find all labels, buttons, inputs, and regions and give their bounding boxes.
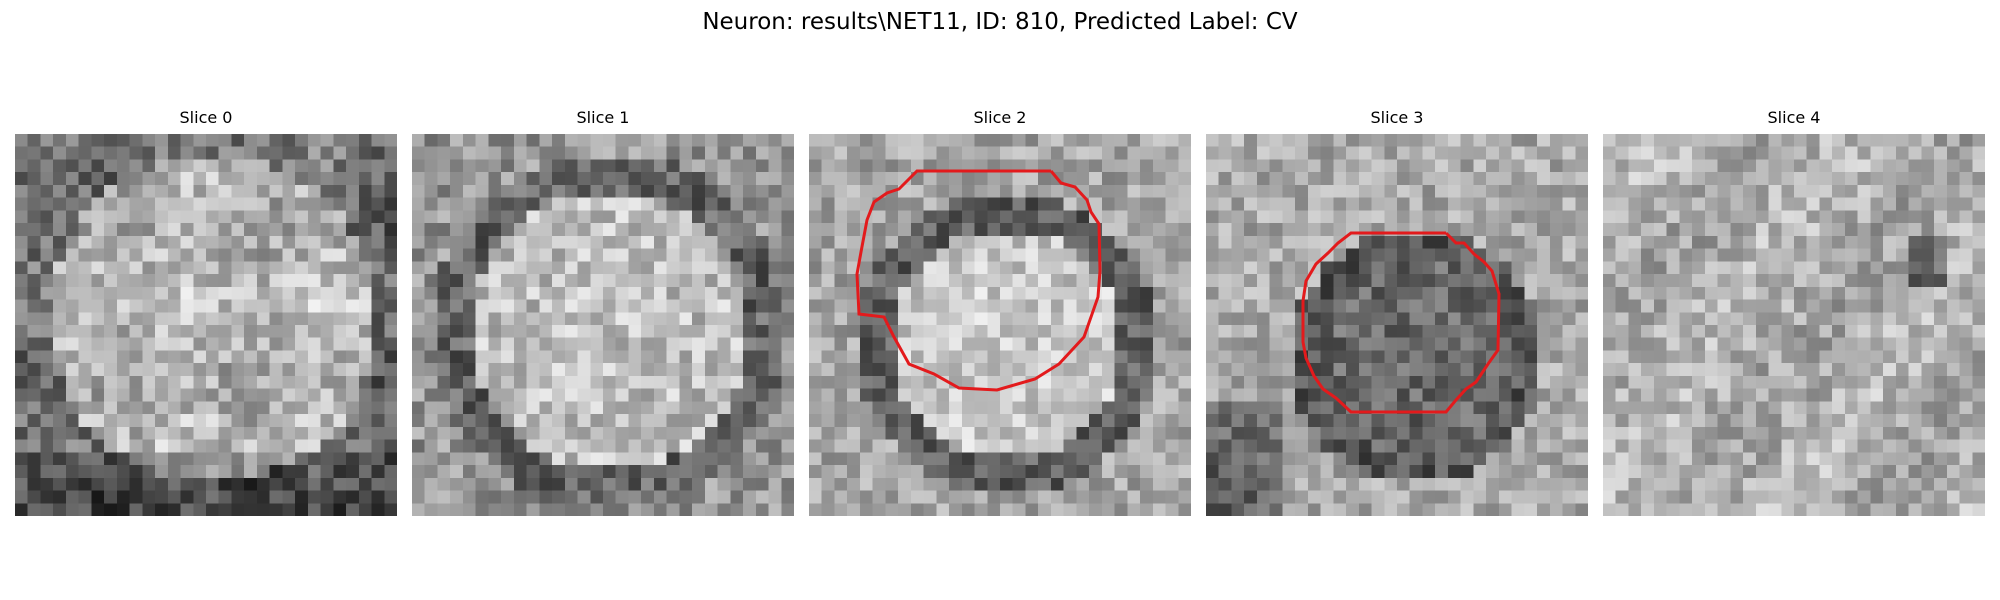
slice-title: Slice 0 xyxy=(179,108,233,127)
slice-title: Slice 1 xyxy=(576,108,630,127)
slice-pixels xyxy=(412,134,794,516)
slice-pixels xyxy=(15,134,397,516)
slice-pixels xyxy=(809,134,1191,516)
contour-line xyxy=(1301,231,1501,414)
slice-panel-0: Slice 0 xyxy=(15,108,397,516)
slice-pixels xyxy=(1206,134,1588,516)
slice-panel-3: Slice 3 xyxy=(1206,108,1588,516)
slice-panel-1: Slice 1 xyxy=(412,108,794,516)
slice-image-3 xyxy=(1206,134,1588,516)
contour-line xyxy=(855,169,1102,392)
slice-panel-4: Slice 4 xyxy=(1603,108,1985,516)
slice-title: Slice 4 xyxy=(1767,108,1821,127)
segmentation-contour xyxy=(1301,231,1501,414)
slice-image-2 xyxy=(809,134,1191,516)
slice-image-0 xyxy=(15,134,397,516)
slice-title: Slice 3 xyxy=(1370,108,1424,127)
figure-title: Neuron: results\NET11, ID: 810, Predicte… xyxy=(702,9,1298,35)
slice-panel-2: Slice 2 xyxy=(809,108,1191,516)
slice-image-1 xyxy=(412,134,794,516)
slice-title: Slice 2 xyxy=(973,108,1027,127)
segmentation-contour xyxy=(855,169,1102,392)
slice-image-4 xyxy=(1603,134,1985,516)
slice-pixels xyxy=(1603,134,1985,516)
